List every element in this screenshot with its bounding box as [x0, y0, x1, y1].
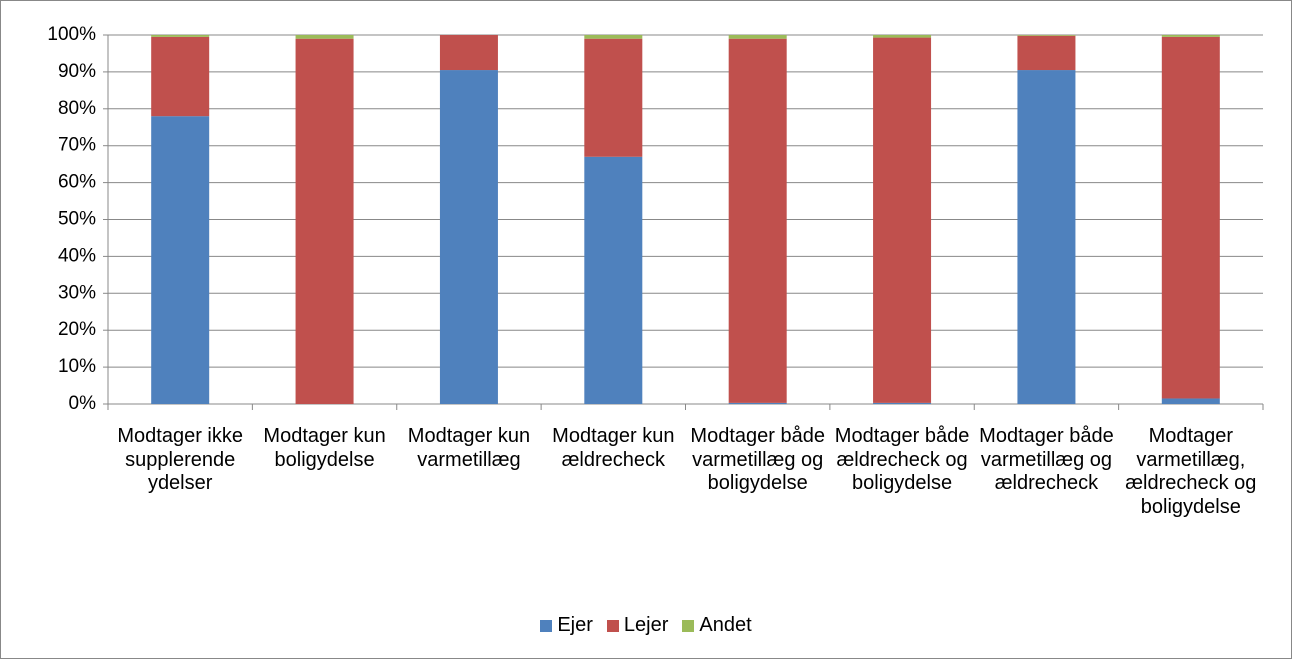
- y-tick-label: 0%: [69, 393, 97, 414]
- y-tick-label: 90%: [58, 61, 96, 82]
- bar-segment: [584, 38, 643, 157]
- bar-segment: [439, 70, 498, 405]
- y-tick-label: 80%: [58, 98, 96, 119]
- legend-label: Lejer: [623, 614, 669, 636]
- x-tick-label: Modtager både varmetillæg og boligydelse: [690, 425, 825, 494]
- x-tick-label: Modtager både varmetillæg og ældrecheck: [979, 425, 1114, 494]
- y-tick-label: 30%: [58, 282, 96, 303]
- legend-item: Lejer: [606, 614, 669, 637]
- bar-segment: [728, 38, 787, 403]
- bar-segment: [584, 35, 643, 39]
- bar-segment: [1017, 35, 1076, 36]
- x-tick-label: Modtager kun varmetillæg: [407, 425, 531, 471]
- legend-label: Andet: [699, 614, 752, 636]
- y-tick-label: 40%: [58, 245, 96, 266]
- bar-segment: [584, 156, 643, 404]
- bar-segment: [1161, 35, 1220, 37]
- legend-label: Ejer: [557, 614, 593, 636]
- y-tick-label: 20%: [58, 319, 96, 340]
- x-tick-label: Modtager både ældrecheck og boligydelse: [834, 425, 970, 494]
- bar-segment: [1161, 398, 1220, 404]
- bar-segment: [1161, 36, 1220, 399]
- bar-segment: [151, 116, 210, 405]
- bar-segment: [295, 35, 354, 39]
- legend-item: Ejer: [540, 614, 593, 637]
- bar-segment: [728, 35, 787, 39]
- bar-segment: [1017, 35, 1076, 71]
- x-tick-label: Modtager kun ældrecheck: [552, 425, 675, 471]
- bar-segment: [873, 37, 932, 403]
- bar-segment: [151, 35, 210, 37]
- x-tick-label: Modtager varmetillæg, ældrecheck og boli…: [1125, 425, 1257, 518]
- y-tick-label: 70%: [58, 135, 96, 156]
- legend-swatch: [606, 619, 619, 632]
- legend: Ejer Lejer Andet: [0, 614, 1292, 637]
- legend-swatch: [682, 619, 695, 632]
- bar-segment: [439, 35, 498, 71]
- x-tick-label: Modtager ikke supplerende ydelser: [117, 425, 243, 494]
- bar-segment: [873, 402, 932, 404]
- legend-item: Andet: [682, 614, 752, 637]
- bar-segment: [1017, 70, 1076, 405]
- y-tick-label: 60%: [58, 172, 96, 193]
- y-tick-label: 10%: [58, 356, 96, 377]
- legend-swatch: [540, 619, 553, 632]
- bar-segment: [873, 35, 932, 38]
- y-tick-label: 50%: [58, 209, 96, 230]
- bar-segment: [728, 402, 787, 404]
- bar-segment: [295, 38, 354, 404]
- x-tick-label: Modtager kun boligydelse: [263, 425, 386, 471]
- y-tick-label: 100%: [47, 24, 96, 45]
- bar-segment: [151, 36, 210, 117]
